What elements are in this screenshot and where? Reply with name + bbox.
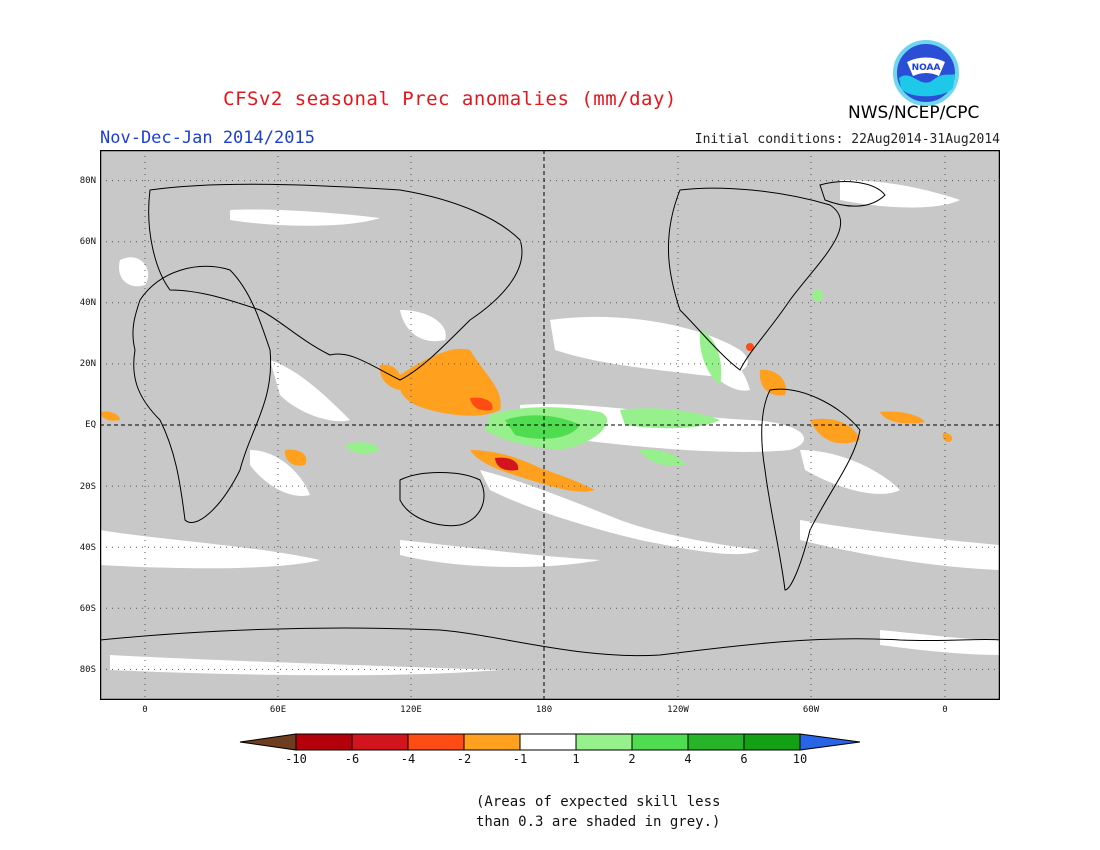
colorbar-segment <box>631 733 689 751</box>
colorbar-tick-label: 10 <box>792 752 808 766</box>
wet-anomaly-regions <box>345 289 823 466</box>
skill-note-line-1: (Areas of expected skill less <box>476 794 721 810</box>
skill-note-line-2: than 0.3 are shaded in grey.) <box>476 814 721 830</box>
lat-label-20s: 20S <box>79 482 96 492</box>
colorbar-tick-label: 6 <box>740 752 748 766</box>
colorbar-segment <box>575 733 633 751</box>
colorbar-segment <box>519 733 577 751</box>
lat-label-60n: 60N <box>79 237 96 247</box>
colorbar-segment <box>407 733 465 751</box>
colorbar-tick-label: -2 <box>456 752 472 766</box>
lat-label-20n: 20N <box>79 359 96 369</box>
lat-label-80s: 80S <box>79 665 96 675</box>
colorbar-segment <box>463 733 521 751</box>
colorbar-tick-label: -6 <box>344 752 360 766</box>
svg-text:NOAA: NOAA <box>912 63 941 73</box>
colorbar-segment <box>295 733 353 751</box>
dry-anomaly-regions <box>100 343 953 492</box>
colorbar-tick-label: 1 <box>572 752 580 766</box>
agency-label: NWS/NCEP/CPC <box>848 103 980 123</box>
map-frame <box>100 150 1000 700</box>
equator-dateline <box>100 150 1000 700</box>
colorbar-legend <box>239 733 861 751</box>
colorbar-tick-label: -4 <box>400 752 416 766</box>
noaa-logo-icon: NOAA <box>893 40 959 106</box>
colorbar-tick-label: 2 <box>628 752 636 766</box>
lon-label-120e: 120E <box>400 705 422 715</box>
initial-conditions: Initial conditions: 22Aug2014-31Aug2014 <box>694 132 1000 147</box>
lon-label-60w: 60W <box>802 705 820 715</box>
colorbar-tick-label: -1 <box>512 752 528 766</box>
lat-label-80n: 80N <box>79 176 96 186</box>
colorbar-tick-label: 4 <box>684 752 692 766</box>
colorbar-segment-highest <box>799 733 861 751</box>
lat-label-40n: 40N <box>79 298 96 308</box>
lat-label-eq: EQ <box>85 420 96 430</box>
lon-label-0: 0 <box>142 705 148 715</box>
lat-label-40s: 40S <box>79 543 96 553</box>
colorbar-segment <box>351 733 409 751</box>
precip-anomaly-map <box>100 150 1000 700</box>
lon-label-120w: 120W <box>667 705 689 715</box>
skill-note: (Areas of expected skill less than 0.3 a… <box>476 792 736 832</box>
lon-label-0-east: 0 <box>942 705 948 715</box>
near-zero-anomaly-regions <box>100 180 1000 676</box>
coastlines <box>100 181 1000 657</box>
forecast-period: Nov-Dec-Jan 2014/2015 <box>100 128 315 148</box>
colorbar-segment-lowest <box>239 733 297 751</box>
lon-label-180: 180 <box>535 705 553 715</box>
lon-label-60e: 60E <box>269 705 287 715</box>
map-title: CFSv2 seasonal Prec anomalies (mm/day) <box>223 88 677 110</box>
colorbar-segment <box>743 733 801 751</box>
colorbar-tick-label: -10 <box>285 752 307 766</box>
colorbar-segment <box>687 733 745 751</box>
graticule <box>100 150 1000 700</box>
lat-label-60s: 60S <box>79 604 96 614</box>
